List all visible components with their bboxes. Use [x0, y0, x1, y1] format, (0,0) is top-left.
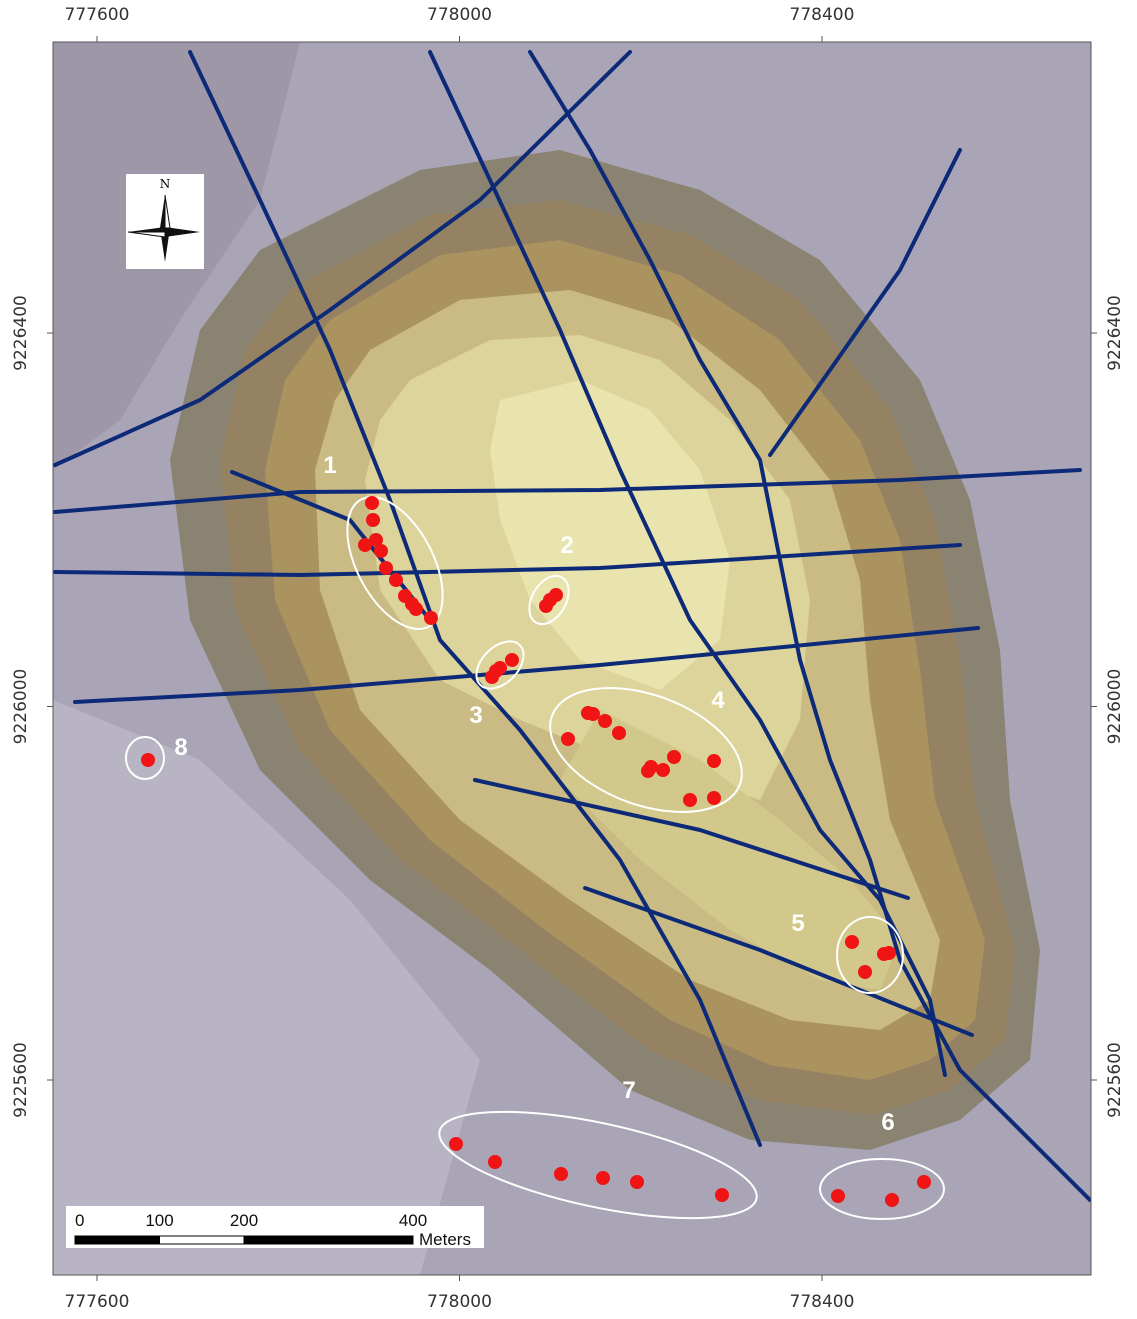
- sample-point: [885, 1193, 899, 1207]
- sample-point: [561, 732, 575, 746]
- cluster-label: 1: [323, 452, 336, 479]
- x-tick-label: 778000: [427, 5, 492, 25]
- sample-point: [641, 764, 655, 778]
- scale-label: 200: [230, 1211, 258, 1230]
- cluster-label: 5: [791, 910, 804, 937]
- sample-point: [488, 1155, 502, 1169]
- y-tick-label: 9226400: [11, 295, 31, 371]
- sample-point: [596, 1171, 610, 1185]
- scale-label: 0: [75, 1211, 84, 1230]
- cluster-label: 8: [174, 734, 187, 761]
- sample-point: [141, 753, 155, 767]
- sample-point: [424, 611, 438, 625]
- sample-point: [598, 714, 612, 728]
- sample-point: [917, 1175, 931, 1189]
- sample-point: [365, 496, 379, 510]
- cluster-label: 7: [622, 1077, 635, 1104]
- x-tick-label: 778400: [790, 1292, 855, 1312]
- y-tick-label: 9225600: [1105, 1042, 1125, 1118]
- sample-point: [882, 946, 896, 960]
- scale-unit: Meters: [419, 1230, 471, 1249]
- y-tick-label: 9226400: [1105, 295, 1125, 371]
- x-tick-label: 778400: [790, 5, 855, 25]
- sample-point: [549, 588, 563, 602]
- north-label: N: [160, 177, 171, 191]
- sample-point: [586, 707, 600, 721]
- sample-point: [831, 1189, 845, 1203]
- sample-point: [374, 544, 388, 558]
- x-tick-label: 778000: [427, 1292, 492, 1312]
- sample-point: [683, 793, 697, 807]
- sample-point: [630, 1175, 644, 1189]
- y-tick-label: 9226000: [11, 669, 31, 745]
- x-tick-label: 777600: [65, 5, 130, 25]
- sample-point: [707, 754, 721, 768]
- sample-point: [493, 661, 507, 675]
- sample-point: [389, 573, 403, 587]
- cluster-label: 2: [560, 532, 573, 559]
- sample-point: [409, 602, 423, 616]
- sample-point: [845, 935, 859, 949]
- sample-point: [667, 750, 681, 764]
- sample-point: [858, 965, 872, 979]
- scale-segment: [244, 1236, 413, 1244]
- sample-point: [554, 1167, 568, 1181]
- cluster-label: 3: [469, 702, 482, 729]
- scale-segment: [75, 1236, 160, 1244]
- cluster-label: 4: [711, 687, 725, 714]
- cluster-label: 6: [881, 1109, 894, 1136]
- sample-point: [366, 513, 380, 527]
- y-tick-label: 9225600: [11, 1042, 31, 1118]
- y-tick-label: 9226000: [1105, 669, 1125, 745]
- sample-point: [707, 791, 721, 805]
- sample-point: [715, 1188, 729, 1202]
- sample-point: [358, 538, 372, 552]
- scale-label: 100: [145, 1211, 173, 1230]
- scale-label: 400: [399, 1211, 427, 1230]
- sample-point: [612, 726, 626, 740]
- sample-point: [505, 653, 519, 667]
- scale-segment: [160, 1236, 245, 1244]
- map: 1 2 3 4 5 6 7 8 N 0 100 200 400Meters 777600 777600…: [0, 0, 1137, 1319]
- x-tick-label: 777600: [65, 1292, 130, 1312]
- sample-point: [379, 561, 393, 575]
- sample-point: [656, 763, 670, 777]
- sample-point: [449, 1137, 463, 1151]
